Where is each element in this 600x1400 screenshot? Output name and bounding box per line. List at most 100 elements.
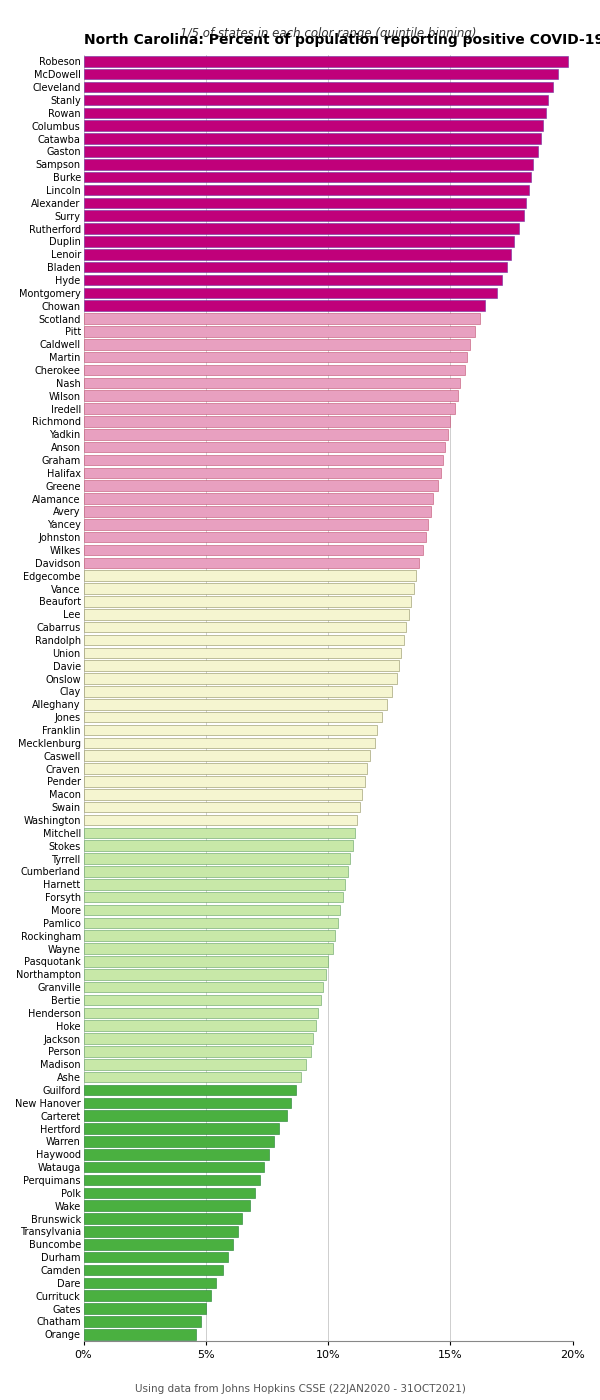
Bar bbox=[83, 1278, 215, 1288]
Bar bbox=[83, 351, 467, 363]
Bar bbox=[83, 596, 411, 606]
Bar bbox=[83, 790, 362, 799]
Bar bbox=[83, 339, 470, 350]
Bar bbox=[83, 725, 377, 735]
Bar bbox=[83, 1110, 287, 1121]
Bar bbox=[83, 892, 343, 903]
Bar bbox=[83, 570, 416, 581]
Bar bbox=[83, 609, 409, 620]
Bar bbox=[83, 185, 529, 195]
Bar bbox=[83, 699, 387, 710]
Bar bbox=[83, 1187, 255, 1198]
Bar bbox=[83, 1123, 279, 1134]
Bar bbox=[83, 944, 333, 953]
Bar bbox=[83, 557, 419, 568]
Text: 1/5 of states in each color range (quintile binning): 1/5 of states in each color range (quint… bbox=[180, 27, 476, 39]
Bar bbox=[83, 969, 326, 980]
Bar bbox=[83, 210, 524, 221]
Bar bbox=[83, 1226, 238, 1236]
Bar bbox=[83, 1239, 233, 1250]
Bar bbox=[83, 584, 413, 594]
Bar bbox=[83, 879, 345, 889]
Bar bbox=[83, 711, 382, 722]
Bar bbox=[83, 995, 321, 1005]
Bar bbox=[83, 81, 553, 92]
Bar bbox=[83, 1291, 211, 1301]
Bar bbox=[83, 634, 404, 645]
Bar bbox=[83, 287, 497, 298]
Bar bbox=[83, 480, 438, 491]
Bar bbox=[83, 1303, 206, 1313]
Bar bbox=[83, 815, 358, 825]
Bar bbox=[83, 519, 428, 529]
Bar bbox=[83, 854, 350, 864]
Bar bbox=[83, 326, 475, 336]
Bar bbox=[83, 364, 465, 375]
Bar bbox=[83, 172, 531, 182]
Bar bbox=[83, 249, 511, 259]
Bar bbox=[83, 1137, 274, 1147]
Bar bbox=[83, 1316, 201, 1327]
Bar bbox=[83, 108, 546, 118]
Bar bbox=[83, 493, 433, 504]
Bar bbox=[83, 120, 543, 132]
Bar bbox=[83, 545, 424, 556]
Bar bbox=[83, 391, 458, 400]
Bar bbox=[83, 686, 392, 697]
Bar bbox=[83, 403, 455, 414]
Bar bbox=[83, 1008, 318, 1018]
Bar bbox=[83, 237, 514, 246]
Bar bbox=[83, 648, 401, 658]
Bar bbox=[83, 223, 519, 234]
Bar bbox=[83, 661, 399, 671]
Bar bbox=[83, 1214, 242, 1224]
Bar bbox=[83, 1021, 316, 1030]
Bar bbox=[83, 532, 426, 542]
Bar bbox=[83, 1046, 311, 1057]
Bar bbox=[83, 776, 365, 787]
Text: North Carolina: Percent of population reporting positive COVID-19 results: North Carolina: Percent of population re… bbox=[83, 32, 600, 46]
Bar bbox=[83, 56, 568, 67]
Bar bbox=[83, 904, 340, 916]
Bar bbox=[83, 197, 526, 209]
Bar bbox=[83, 827, 355, 839]
Bar bbox=[83, 1162, 265, 1172]
Bar bbox=[83, 750, 370, 762]
Bar bbox=[83, 981, 323, 993]
Bar bbox=[83, 428, 448, 440]
Bar bbox=[83, 69, 558, 80]
Bar bbox=[83, 1085, 296, 1095]
Bar bbox=[83, 622, 406, 633]
Bar bbox=[83, 301, 485, 311]
Bar bbox=[83, 416, 451, 427]
Bar bbox=[83, 442, 445, 452]
Bar bbox=[83, 1252, 228, 1263]
Bar bbox=[83, 1329, 196, 1340]
Bar bbox=[83, 931, 335, 941]
Bar bbox=[83, 1200, 250, 1211]
Bar bbox=[83, 262, 506, 273]
Bar bbox=[83, 378, 460, 388]
Bar bbox=[83, 1149, 269, 1159]
Bar bbox=[83, 1033, 313, 1044]
Bar bbox=[83, 1058, 306, 1070]
Bar bbox=[83, 95, 548, 105]
Bar bbox=[83, 274, 502, 286]
Bar bbox=[83, 917, 338, 928]
Bar bbox=[83, 1098, 292, 1109]
Bar bbox=[83, 1175, 260, 1186]
Text: Using data from Johns Hopkins CSSE (22JAN2020 - 31OCT2021): Using data from Johns Hopkins CSSE (22JA… bbox=[134, 1385, 466, 1394]
Bar bbox=[83, 738, 374, 748]
Bar bbox=[83, 468, 440, 479]
Bar bbox=[83, 133, 541, 144]
Bar bbox=[83, 146, 538, 157]
Bar bbox=[83, 763, 367, 774]
Bar bbox=[83, 867, 347, 876]
Bar bbox=[83, 673, 397, 683]
Bar bbox=[83, 314, 479, 323]
Bar bbox=[83, 160, 533, 169]
Bar bbox=[83, 802, 360, 812]
Bar bbox=[83, 507, 431, 517]
Bar bbox=[83, 956, 328, 967]
Bar bbox=[83, 455, 443, 465]
